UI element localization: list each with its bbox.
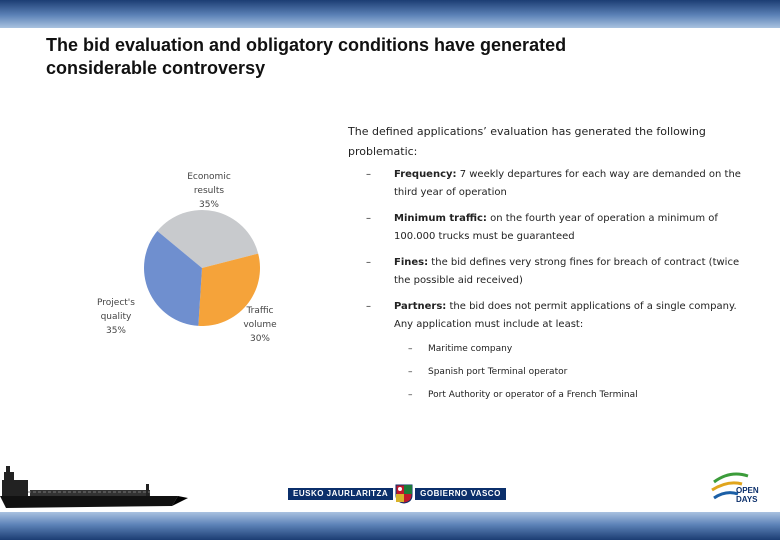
slice-label-economic-line1: Economic [187,172,231,182]
logo-left-text: EUSKO JAURLARITZA [288,488,394,500]
bullet-label: Frequency: [394,169,457,180]
sub-item-text: Spanish port Terminal operator [428,367,568,377]
open-days-logo-icon [711,472,749,500]
sub-item-maritime: – Maritime company [408,342,748,357]
bullet-fines: – Fines: the bid defines very strong fin… [366,254,748,290]
slice-label-quality: Project's quality 35% [86,296,146,338]
sub-item-spanish-terminal: – Spanish port Terminal operator [408,365,748,380]
sub-item-text: Maritime company [428,344,513,354]
intro-text: The defined applications’ evaluation has… [348,125,706,158]
dash-icon: – [408,344,413,354]
sub-item-french-terminal: – Port Authority or operator of a French… [408,388,748,403]
slice-label-traffic: Traffic volume 30% [230,304,290,346]
bullet-label: Minimum traffic: [394,213,487,224]
slice-label-traffic-line2: volume [243,320,277,330]
slice-label-economic: Economic results 35% [174,170,244,212]
dash-icon: – [408,367,413,377]
bullet-partners: – Partners: the bid does not permit appl… [366,298,748,334]
dash-icon: – [366,301,371,312]
dash-icon: – [366,169,371,180]
coat-of-arms-icon [395,484,413,504]
bullet-label: Partners: [394,301,447,312]
bullet-text: the bid defines very strong fines for br… [394,257,740,286]
slice-label-economic-line2: results [193,186,225,196]
slice-value-economic: 35% [198,200,219,210]
title-line-2: considerable controversy [46,58,266,78]
slice-value-traffic: 30% [249,334,270,344]
basque-government-logo: EUSKO JAURLARITZA GOBIERNO VASCO [288,484,522,504]
pie-chart-svg [144,210,260,326]
open-days-line2: DAYS [736,495,758,504]
sub-item-text: Port Authority or operator of a French T… [428,390,638,400]
slice-label-traffic-line1: Traffic [246,306,274,316]
title-line-1: The bid evaluation and obligatory condit… [46,35,567,55]
open-days-line1: OPEN [736,486,759,495]
bullet-text: the bid does not permit applications of … [394,301,737,330]
slice-label-quality-line2: quality [100,312,132,322]
pie-slice-economic [157,210,259,268]
top-banner [0,0,780,28]
content-column: The defined applications’ evaluation has… [348,122,748,411]
slice-value-quality: 35% [105,326,126,336]
slide-title: The bid evaluation and obligatory condit… [46,34,706,80]
pie-chart: Economic results 35% Traffic volume 30% … [90,168,340,358]
dash-icon: – [366,257,371,268]
dash-icon: – [366,213,371,224]
bullet-frequency: – Frequency: 7 weekly departures for eac… [366,166,748,202]
pie-slice-quality [144,231,202,326]
dash-icon: – [408,390,413,400]
logo-right-text: GOBIERNO VASCO [415,488,506,500]
pie-slice-traffic [198,253,260,326]
bullet-label: Fines: [394,257,429,268]
slice-label-quality-line1: Project's [97,298,135,308]
bullet-text: on the fourth year of operation a minimu… [394,213,718,242]
bottom-banner [0,512,780,540]
ship-icon [0,466,188,508]
bullet-text: 7 weekly departures for each way are dem… [394,169,741,198]
open-days-text: OPEN DAYS [736,486,759,504]
bullet-minimum-traffic: – Minimum traffic: on the fourth year of… [366,210,748,246]
